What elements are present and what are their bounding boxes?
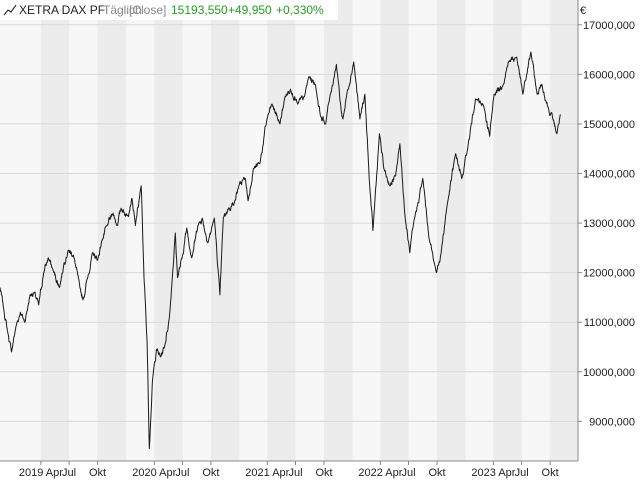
period-label: Täglich [103, 3, 142, 17]
x-tick-label: Jul [175, 467, 189, 479]
x-tick-label: Jul [515, 467, 529, 479]
quarter-band [154, 0, 183, 461]
x-tick-label: Okt [202, 467, 219, 479]
y-tick-label: 9000,000 [589, 416, 635, 428]
x-tick-label: Okt [428, 467, 445, 479]
y-tick-label: 15000,000 [583, 119, 635, 131]
instrument-name: XETRA DAX PF [19, 3, 105, 17]
mode-label: [Close] [129, 3, 166, 17]
y-tick-label: 12000,000 [583, 268, 635, 280]
quarter-band [267, 0, 296, 461]
x-tick-label: Okt [542, 467, 559, 479]
price-change-percent: +0,330% [276, 3, 324, 17]
y-tick-label: 13000,000 [583, 218, 635, 230]
x-tick-label: Jul [62, 467, 76, 479]
y-tick-label: 16000,000 [583, 69, 635, 81]
price-change: +49,950 [228, 3, 272, 17]
x-tick-label: 2023 Apr [471, 467, 515, 479]
header-background [0, 0, 338, 20]
gridlines [0, 24, 578, 422]
y-tick-label: 10000,000 [583, 367, 635, 379]
line-chart-icon[interactable] [3, 4, 17, 16]
plot-background-bands [40, 0, 578, 461]
quarter-band [324, 0, 353, 461]
x-tick-label: Jul [402, 467, 416, 479]
quarter-band [550, 0, 578, 461]
y-unit-label: € [580, 5, 586, 17]
x-tick-label: Okt [315, 467, 332, 479]
price-line [0, 51, 561, 450]
quarter-band [97, 0, 127, 461]
x-axis-ticks: 2019 Apr Jul Okt 2020 Apr Jul Okt 2021 Apr Jul O… [19, 461, 559, 479]
y-tick-label: 14000,000 [583, 168, 635, 180]
quarter-band [40, 0, 70, 461]
quarter-band [437, 0, 466, 461]
quarter-band [380, 0, 409, 461]
last-price: 15193,550 [171, 3, 228, 17]
x-tick-label: 2020 Apr [132, 467, 176, 479]
x-tick-label: 2019 Apr [19, 467, 63, 479]
y-tick-label: 11000,000 [584, 317, 635, 329]
y-tick-label: 17000,000 [583, 20, 635, 32]
x-tick-label: Jul [288, 467, 302, 479]
quarter-band [493, 0, 522, 461]
price-line-series [0, 51, 561, 450]
axes [0, 0, 579, 462]
x-tick-label: Okt [89, 467, 106, 479]
x-tick-label: 2022 Apr [358, 467, 402, 479]
x-tick-label: 2021 Apr [245, 467, 289, 479]
y-axis-ticks: 9000,000 10000,000 11000,000 12000,000 13000… [578, 20, 635, 428]
